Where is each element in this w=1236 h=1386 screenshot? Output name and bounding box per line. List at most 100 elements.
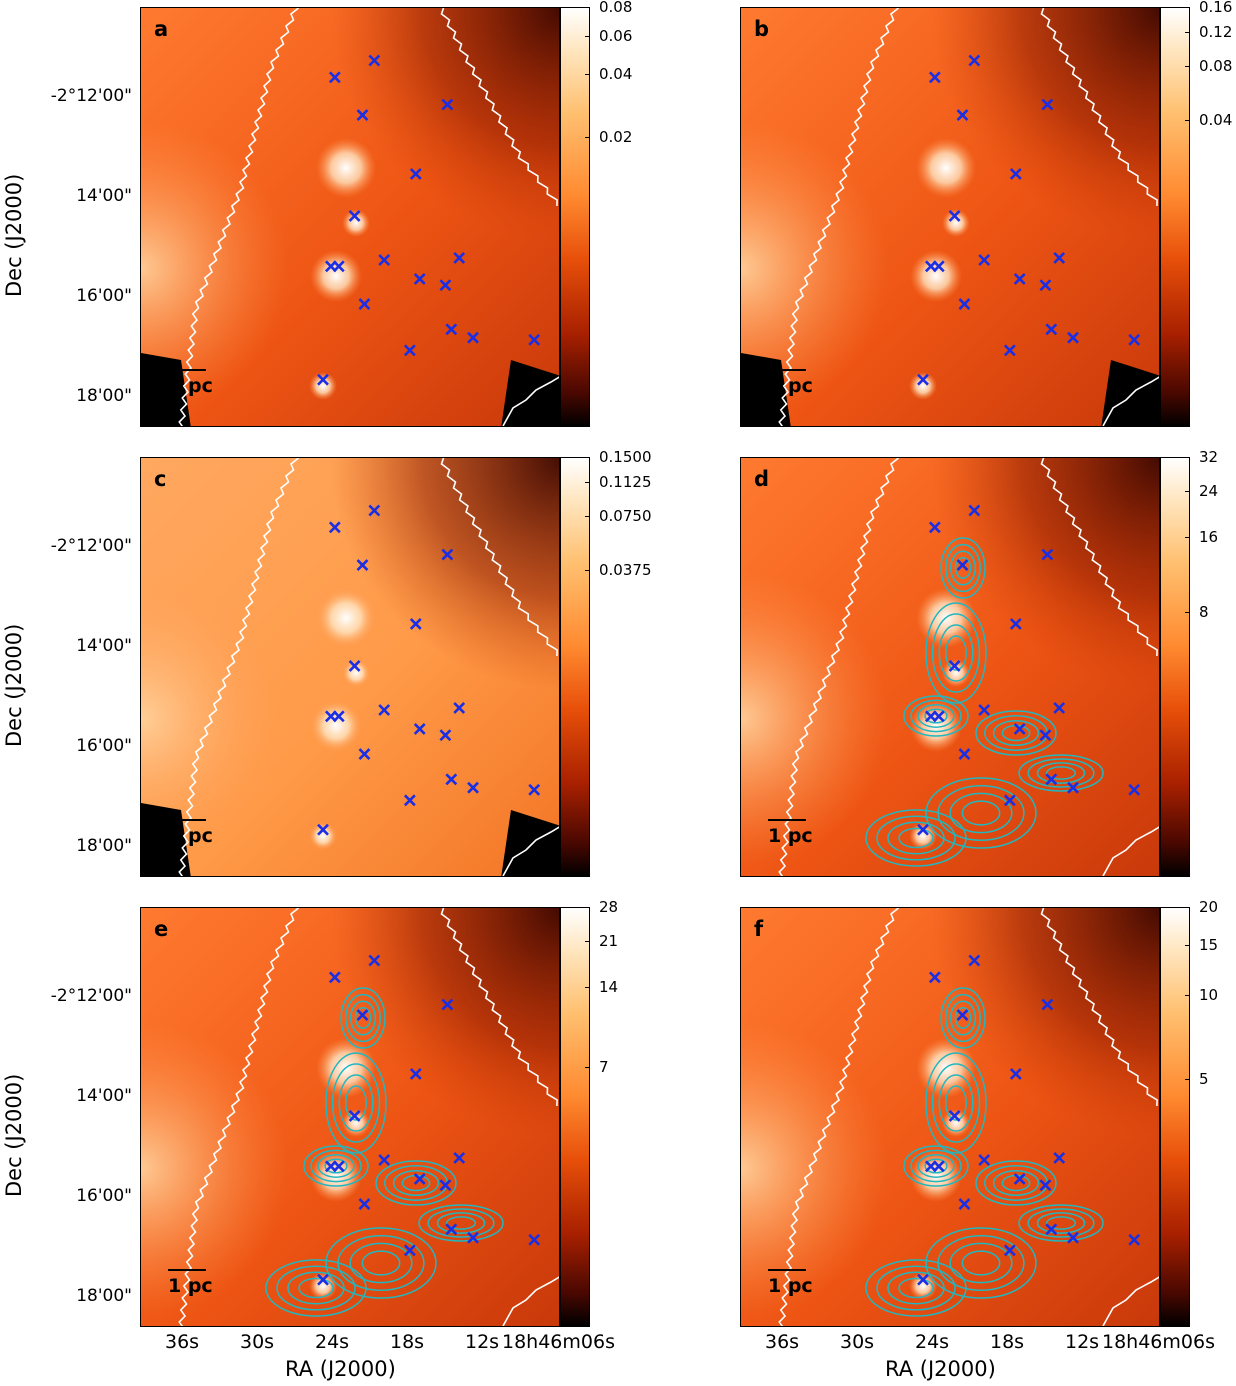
colorbar-tick-mark <box>1185 944 1190 946</box>
contour-line <box>975 1160 1057 1206</box>
scale-bar <box>168 819 206 821</box>
dec-axis-title: Dec (J2000) <box>2 623 26 747</box>
contour-line <box>945 993 981 1043</box>
contour-line <box>931 1063 981 1143</box>
coverage-boundary <box>178 908 299 1326</box>
coverage-boundary <box>178 458 299 876</box>
source-marker <box>368 954 381 967</box>
panel-letter: d <box>754 467 770 491</box>
map-image <box>740 907 1160 1327</box>
hot-spot <box>909 372 937 400</box>
colorbar-tick-mark <box>1185 7 1190 8</box>
source-marker <box>317 823 329 836</box>
source-marker <box>328 71 341 84</box>
panel-b: b pc <box>740 7 1160 427</box>
contour-line <box>903 1145 969 1187</box>
source-marker <box>453 1151 466 1164</box>
scale-bar-label: 1 pc <box>168 1275 213 1297</box>
source-marker <box>413 722 426 735</box>
source-marker <box>445 323 458 336</box>
ra-tick-label: 18h46m06s <box>1102 1331 1215 1353</box>
contour-line <box>910 699 962 733</box>
contour-line <box>887 821 945 855</box>
coverage-boundary <box>778 8 899 426</box>
colorbar-tick-mark <box>585 1066 590 1068</box>
colorbar-tick-label: 28 <box>599 898 619 916</box>
colorbar-tick-mark <box>585 457 590 458</box>
source-marker <box>1067 331 1079 344</box>
dec-tick-label: 16'00" <box>76 736 132 756</box>
dec-tick-label: 14'00" <box>76 1086 132 1106</box>
source-marker <box>917 1273 929 1286</box>
contour-line <box>898 827 934 849</box>
contour-line <box>940 537 986 599</box>
source-marker <box>948 209 961 222</box>
coverage-boundary <box>1040 458 1158 657</box>
contour-line <box>298 1277 334 1299</box>
coverage-boundary <box>440 908 558 1107</box>
colorbar-tick-label: 20 <box>1199 898 1219 916</box>
scale-bar-label: pc <box>188 375 213 397</box>
ra-tick-label: 12s <box>1065 1331 1100 1353</box>
masked-region <box>141 353 191 426</box>
panel-letter: e <box>154 917 169 941</box>
scale-bar-label: 1 pc <box>768 1275 813 1297</box>
colorbar-tick-label: 0.0375 <box>599 561 652 580</box>
coverage-boundary <box>502 826 559 876</box>
contour-line <box>427 1208 495 1238</box>
source-marker <box>528 1233 541 1246</box>
dec-tick-label: 18'00" <box>76 386 132 406</box>
source-marker <box>445 773 458 786</box>
source-marker <box>956 109 969 122</box>
source-marker <box>928 521 941 534</box>
source-marker <box>409 167 422 180</box>
contour-line <box>340 987 386 1049</box>
contour-line <box>436 1212 486 1234</box>
source-marker <box>956 1009 969 1022</box>
hot-spot <box>942 209 970 237</box>
colorbar-tick-label: 24 <box>1199 481 1219 500</box>
source-marker <box>439 729 452 742</box>
source-marker <box>413 272 426 285</box>
contour-line <box>945 1085 967 1121</box>
colorbar-tick-label: 5 <box>1199 1070 1209 1089</box>
ra-tick-label: 36s <box>765 1331 800 1353</box>
hot-spot <box>910 1150 962 1202</box>
contour-line <box>954 557 972 579</box>
contour-line <box>949 1000 977 1036</box>
coverage-boundary <box>1040 908 1158 1107</box>
source-marker <box>928 971 941 984</box>
source-marker <box>1009 617 1022 630</box>
dec-tick-label: 14'00" <box>76 186 132 206</box>
coverage-boundary <box>1102 376 1159 426</box>
source-marker <box>1039 1179 1052 1192</box>
source-marker <box>978 1154 991 1166</box>
panel-letter: b <box>754 17 770 41</box>
colorbar-tick-label: 0.02 <box>599 128 633 147</box>
source-marker <box>1045 1223 1058 1236</box>
source-marker <box>924 710 937 723</box>
contour-line <box>924 1158 948 1174</box>
source-marker <box>978 254 991 266</box>
source-marker <box>445 1223 458 1236</box>
contour-line <box>949 792 1013 834</box>
source-marker <box>348 209 361 222</box>
colorbar-tick-mark <box>585 907 590 908</box>
ra-tick-label: 30s <box>240 1331 275 1353</box>
source-marker <box>324 1160 337 1173</box>
map-image <box>140 457 560 877</box>
hot-spot <box>310 250 362 302</box>
contour-line <box>354 1007 372 1029</box>
source-marker <box>453 701 466 714</box>
contour-line <box>392 1169 440 1197</box>
masked-region <box>501 810 559 876</box>
colorbar-tick-label: 16 <box>1199 527 1219 546</box>
dec-axis-title: Dec (J2000) <box>2 173 26 297</box>
source-marker <box>1009 1067 1022 1080</box>
contour-line <box>898 1277 934 1299</box>
map-image <box>740 7 1160 427</box>
colorbar-tick-label: 0.12 <box>1199 23 1233 42</box>
hot-spot <box>910 700 962 752</box>
dec-tick-label: 16'00" <box>76 1186 132 1206</box>
contour-line <box>276 1265 356 1311</box>
